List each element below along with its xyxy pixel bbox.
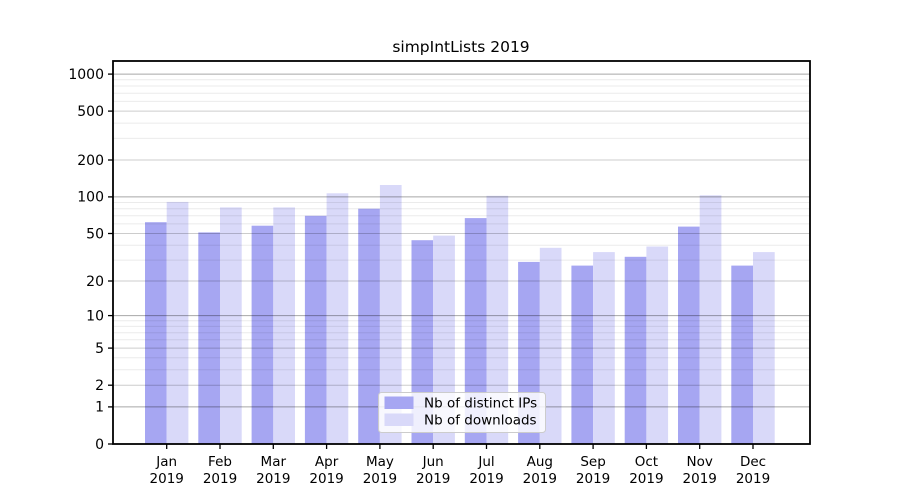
bar-may-distinct-ips xyxy=(358,208,380,444)
legend-swatch-downloads xyxy=(384,413,414,426)
legend-box xyxy=(378,392,546,433)
bar-jul-downloads xyxy=(486,195,509,444)
x-tick-label-month: Mar xyxy=(261,454,287,470)
x-tick-label-year: 2019 xyxy=(309,471,343,487)
bar-feb-downloads xyxy=(220,207,242,444)
bar-jan-distinct-ips xyxy=(145,222,167,444)
bar-sep-distinct-ips xyxy=(571,265,594,444)
chart-title: simpIntLists 2019 xyxy=(392,38,529,56)
x-tick-label-month: Apr xyxy=(315,454,339,470)
bar-jul-distinct-ips xyxy=(464,218,487,444)
bars-layer xyxy=(145,185,775,444)
x-tick-label-year: 2019 xyxy=(576,471,610,487)
y-tick-label: 20 xyxy=(86,274,104,290)
bar-sep-downloads xyxy=(593,252,615,444)
legend-label-distinct-ips: Nb of distinct IPs xyxy=(424,396,537,412)
legend: Nb of distinct IPs Nb of downloads xyxy=(378,392,546,433)
bar-apr-downloads xyxy=(326,193,349,444)
x-tick-label-month: Aug xyxy=(527,454,553,470)
x-tick-label-year: 2019 xyxy=(150,471,184,487)
bar-feb-distinct-ips xyxy=(198,232,220,444)
x-tick-label-month: Feb xyxy=(208,454,232,470)
x-tick-label-year: 2019 xyxy=(736,471,770,487)
x-tick-label-month: Jun xyxy=(422,454,444,470)
y-tick-label: 0 xyxy=(95,437,104,453)
bar-mar-downloads xyxy=(273,207,295,444)
legend-swatch-distinct-ips xyxy=(384,396,414,409)
x-tick-label-year: 2019 xyxy=(256,471,290,487)
x-tick-label-year: 2019 xyxy=(469,471,503,487)
legend-label-downloads: Nb of downloads xyxy=(424,413,537,429)
bar-nov-downloads xyxy=(699,195,722,444)
x-tick-label-year: 2019 xyxy=(629,471,663,487)
bar-mar-distinct-ips xyxy=(251,225,274,444)
axes-layer: 10005002001005020105210Jan2019Feb2019Mar… xyxy=(68,60,811,487)
bar-apr-distinct-ips xyxy=(304,215,327,444)
bar-dec-downloads xyxy=(753,252,775,444)
y-tick-label: 1000 xyxy=(68,67,104,83)
x-tick-label-month: Oct xyxy=(635,454,658,470)
bar-nov-distinct-ips xyxy=(678,226,700,444)
x-tick-label-year: 2019 xyxy=(683,471,717,487)
x-tick-label-year: 2019 xyxy=(523,471,557,487)
x-tick-label-month: Nov xyxy=(687,454,713,470)
bar-may-downloads xyxy=(379,185,402,444)
x-tick-label-month: Jul xyxy=(477,454,494,470)
y-tick-label: 500 xyxy=(77,104,104,120)
x-tick-label-year: 2019 xyxy=(203,471,237,487)
y-tick-label: 200 xyxy=(77,153,104,169)
x-tick-label-month: May xyxy=(366,454,394,470)
x-tick-label-month: Sep xyxy=(580,454,605,470)
x-tick-label-month: Jan xyxy=(155,454,177,470)
x-tick-label-year: 2019 xyxy=(416,471,450,487)
bar-jun-downloads xyxy=(433,235,455,444)
x-tick-label-year: 2019 xyxy=(363,471,397,487)
x-tick-label-month: Dec xyxy=(740,454,766,470)
y-tick-label: 2 xyxy=(95,378,104,394)
bar-dec-distinct-ips xyxy=(731,265,753,444)
y-tick-label: 50 xyxy=(86,226,104,242)
bar-jan-downloads xyxy=(166,201,189,444)
gridlines-layer xyxy=(113,73,810,408)
y-tick-label: 10 xyxy=(86,308,104,324)
bar-oct-downloads xyxy=(646,246,669,444)
bar-oct-distinct-ips xyxy=(624,256,647,444)
plot-border xyxy=(112,60,811,445)
y-tick-label: 5 xyxy=(95,341,104,357)
y-tick-label: 1 xyxy=(95,400,104,416)
y-tick-label: 100 xyxy=(77,190,104,206)
